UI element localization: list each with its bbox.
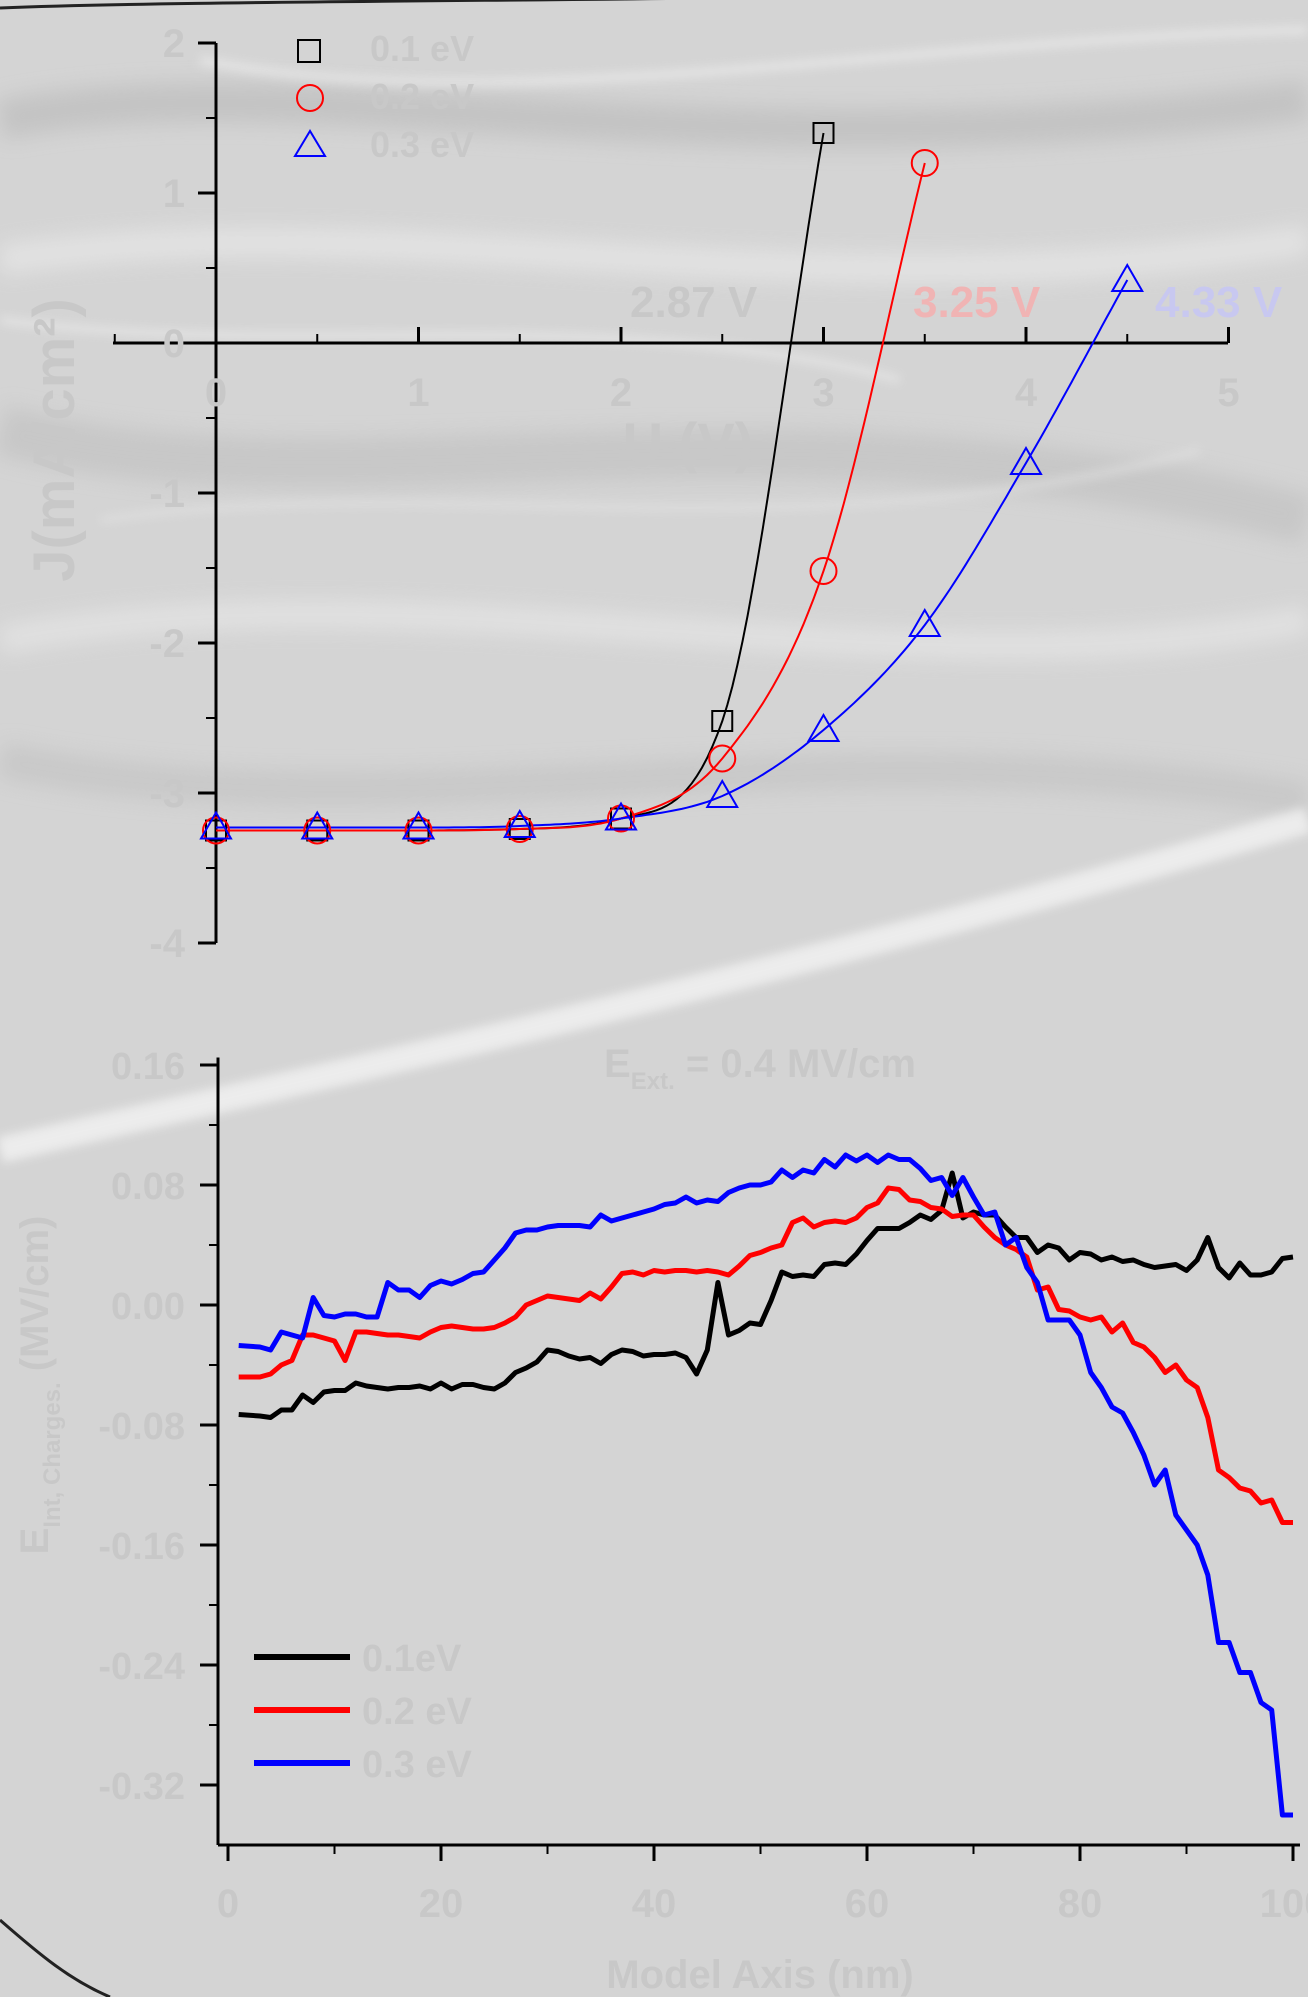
- y-axis-label: J(mA/cm²): [22, 298, 87, 582]
- data-point-circle: [505, 815, 534, 843]
- x-tick-label: 0: [217, 1882, 239, 1926]
- y-tick-label: 0.16: [111, 1046, 185, 1088]
- legend-label-0.1: 0.1 eV: [370, 28, 474, 69]
- y-tick-label: 0.00: [111, 1286, 185, 1328]
- legend-square-marker: [297, 39, 321, 63]
- y-tick-label: 0.08: [111, 1166, 185, 1208]
- x-tick-label: 20: [419, 1882, 464, 1926]
- y-tick-label: -2: [149, 622, 185, 666]
- fit-curve-0.2eV: [216, 162, 926, 832]
- annotation-3.25: 3.25 V: [913, 278, 1041, 327]
- data-point-circle: [404, 816, 433, 845]
- fit-curve-0.3eV: [216, 279, 1129, 829]
- data-point-triangle: [806, 712, 841, 742]
- x-axis-label: U (V): [623, 411, 754, 474]
- x-tick-label: 60: [845, 1882, 890, 1926]
- data-point-circle: [708, 744, 737, 773]
- x-tick-label: 2: [610, 371, 632, 415]
- annotation-4.33: 4.33 V: [1155, 278, 1283, 327]
- data-point-circle: [202, 816, 230, 845]
- series-line-0.1eV: [238, 1170, 1294, 1420]
- legend-label-0.2: 0.2 eV: [370, 76, 474, 117]
- y-axis-label: EInt, Charges. (MV/cm): [13, 1216, 66, 1555]
- field-axes: [200, 1057, 1300, 1861]
- legend-label-0.1eV: 0.1eV: [362, 1638, 462, 1680]
- data-point-triangle: [199, 810, 233, 840]
- jv-tick-labels: -4 -3 -2 -1 0 1 2 0 1 2 3 4 5: [149, 22, 1239, 966]
- y-tick-label: -1: [149, 472, 185, 516]
- x-tick-label: 3: [812, 371, 834, 415]
- series-line-0.3eV: [238, 1152, 1293, 1818]
- jv-curves: [216, 132, 1129, 832]
- x-tick-label: 1: [407, 371, 429, 415]
- data-point-circle: [910, 149, 939, 177]
- data-point-triangle: [705, 778, 739, 808]
- y-tick-label: -3: [149, 772, 185, 816]
- x-tick-label: 80: [1058, 1882, 1103, 1926]
- field-chart-title: EExt. = 0.4 MV/cm: [604, 1042, 916, 1095]
- legend-label-0.3eV: 0.3 eV: [362, 1744, 473, 1786]
- x-axis-label: Model Axis (nm): [606, 1953, 913, 1997]
- y-tick-label: -0.32: [98, 1766, 185, 1808]
- y-tick-label: 2: [163, 22, 185, 66]
- legend-circle-marker: [296, 84, 324, 112]
- data-point-triangle: [401, 810, 436, 840]
- x-tick-label: 100: [1260, 1882, 1308, 1926]
- series-line-0.2eV: [238, 1185, 1293, 1525]
- field-tick-labels: 0.16 0.08 0.00 -0.08 -0.16 -0.24 -0.32 0 20 40 60 8…: [98, 1046, 1308, 1926]
- data-point-circle: [809, 557, 838, 585]
- data-point-triangle: [1110, 262, 1144, 292]
- jv-axes: [113, 41, 1230, 945]
- jv-legend: 0.1 eV 0.2 eV 0.3 eV: [293, 28, 474, 165]
- field-curves: [238, 1152, 1294, 1818]
- data-point-triangle: [503, 808, 537, 838]
- y-tick-label: 1: [163, 172, 185, 216]
- data-point-square: [711, 710, 734, 732]
- field-chart: 0.16 0.08 0.00 -0.08 -0.16 -0.24 -0.32 0 20 40 60 8…: [13, 1042, 1308, 1997]
- data-point-triangle: [908, 607, 942, 637]
- x-tick-label: 0: [205, 371, 227, 415]
- y-tick-label: -0.16: [98, 1526, 185, 1568]
- data-point-triangle: [300, 810, 334, 840]
- y-tick-label: 0: [163, 322, 185, 366]
- legend-label-0.3: 0.3 eV: [370, 124, 474, 165]
- x-tick-label: 5: [1217, 371, 1239, 415]
- data-point-triangle: [1009, 445, 1043, 475]
- data-point-triangle: [604, 801, 638, 831]
- x-tick-label: 40: [632, 1882, 677, 1926]
- x-tick-label: 4: [1015, 371, 1038, 415]
- y-tick-label: -0.08: [98, 1406, 185, 1448]
- legend-triangle-marker: [293, 129, 327, 157]
- field-legend: 0.1eV 0.2 eV 0.3 eV: [254, 1638, 473, 1786]
- jv-markers: [199, 122, 1144, 845]
- legend-label-0.2eV: 0.2 eV: [362, 1691, 473, 1733]
- annotation-2.87: 2.87 V: [630, 278, 758, 327]
- y-tick-label: -0.24: [98, 1646, 185, 1688]
- data-point-square: [812, 122, 835, 144]
- jv-chart: -4 -3 -2 -1 0 1 2 0 1 2 3 4 5 0.1 eV 0.2 eV 0.3 eV 2…: [22, 22, 1283, 966]
- y-tick-label: -4: [149, 922, 185, 966]
- data-point-circle: [303, 816, 332, 845]
